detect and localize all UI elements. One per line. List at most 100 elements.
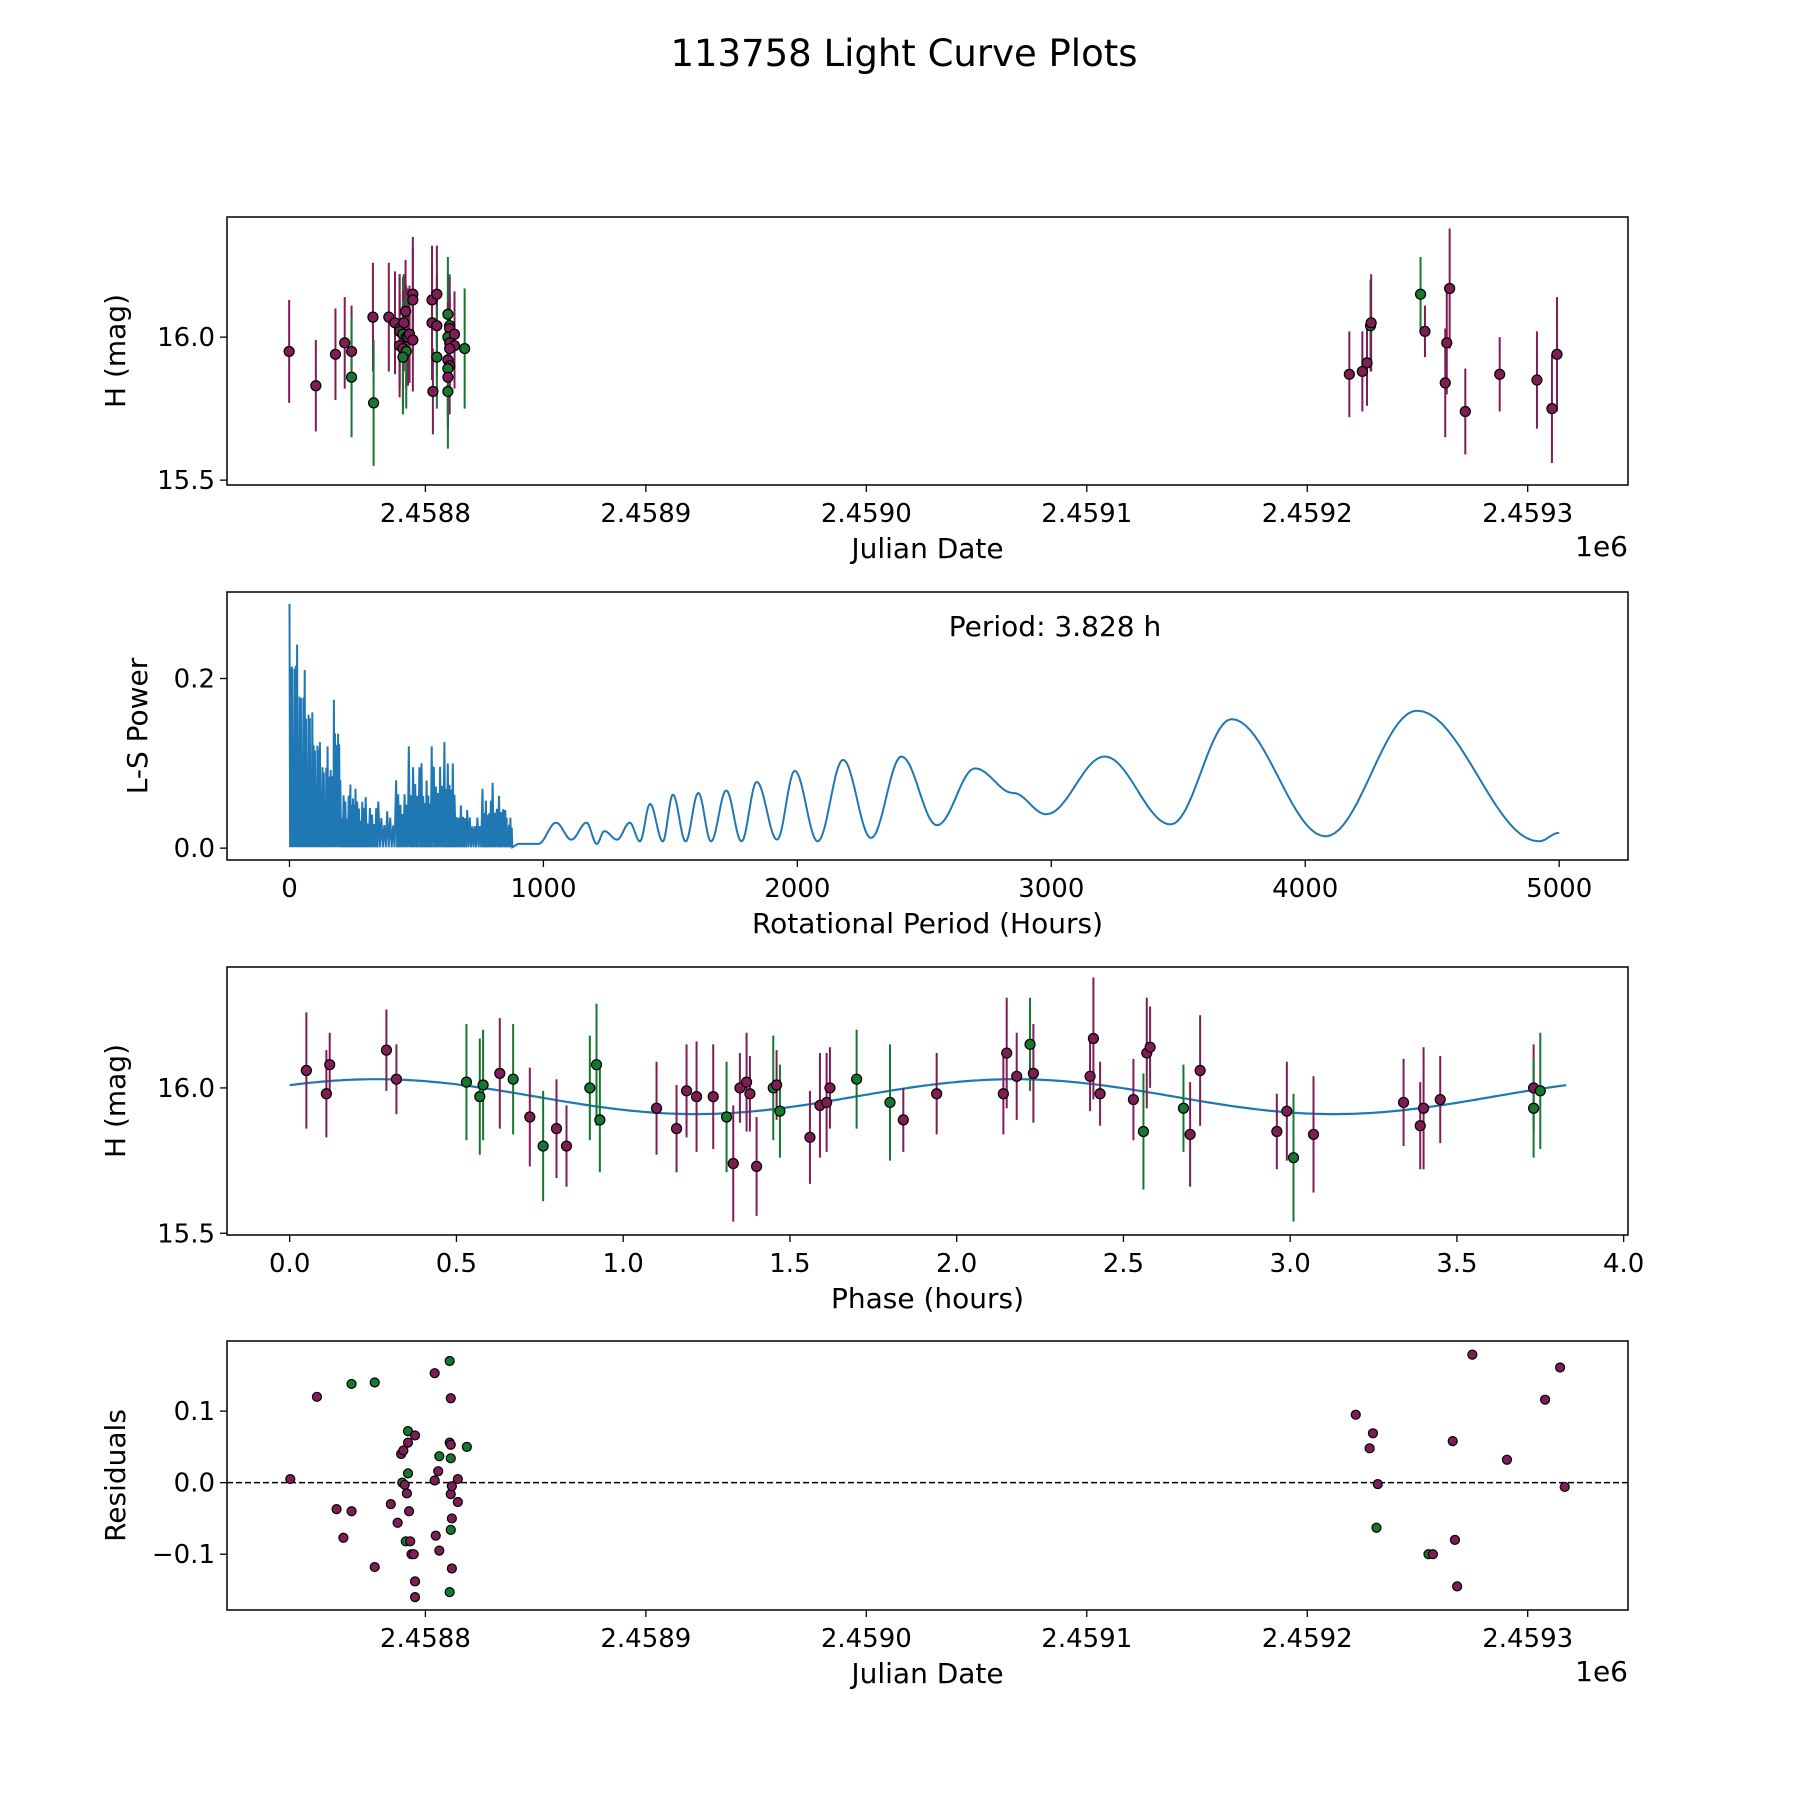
data-point: [1343, 368, 1355, 380]
data-point: [560, 1140, 573, 1152]
data-point: [1397, 1096, 1410, 1109]
residual-point: [401, 1488, 412, 1499]
panel-periodogram: Period: 3.828 h 0 1000 2000 3000 4000 5000 0.0 0…: [121, 591, 1629, 940]
x-tick-label: 2.4592: [1262, 1624, 1353, 1654]
data-point: [431, 351, 443, 363]
data-point: [1361, 357, 1373, 369]
y-tick-label: 0.0: [174, 1469, 215, 1499]
axes-frame: [226, 591, 1629, 861]
data-point: [1441, 337, 1453, 349]
x-tick-label: 4000: [1272, 874, 1338, 904]
data-point: [459, 342, 471, 355]
y-tick-label: 16.0: [157, 1074, 215, 1104]
residual-point: [409, 1576, 421, 1587]
x-tick-label: 1.5: [769, 1249, 810, 1279]
data-point: [444, 342, 456, 355]
data-point: [407, 334, 419, 346]
residual-point: [1372, 1478, 1383, 1490]
residual-point: [405, 1536, 416, 1547]
residual-point: [430, 1530, 441, 1541]
residual-point: [461, 1441, 472, 1452]
period-annotation: Period: 3.828 h: [949, 610, 1161, 643]
x-tick-label: 4.0: [1603, 1249, 1644, 1279]
residual-point: [444, 1587, 455, 1598]
data-point: [1127, 1093, 1140, 1106]
x-tick-label: 2.4588: [380, 499, 471, 529]
data-point: [590, 1059, 603, 1071]
residual-point: [398, 1445, 409, 1456]
x-tick-label: 2.4591: [1041, 499, 1132, 529]
residual-point: [452, 1496, 463, 1508]
residual-point: [408, 1549, 419, 1560]
residual-point: [402, 1468, 414, 1479]
data-point: [324, 1059, 336, 1071]
data-point: [1528, 1102, 1540, 1114]
y-tick-label: 0.1: [174, 1397, 215, 1427]
data-point: [1534, 1085, 1546, 1097]
data-point: [1024, 1038, 1036, 1050]
data-point: [1144, 1041, 1156, 1053]
residual-point: [403, 1506, 415, 1517]
y-axis-label: Residuals: [99, 1409, 132, 1542]
data-point: [1281, 1105, 1293, 1117]
data-point: [1137, 1125, 1150, 1138]
residual-point: [369, 1561, 380, 1573]
plot-area: [283, 228, 1563, 466]
data-point: [1414, 288, 1427, 300]
residual-point: [409, 1430, 421, 1441]
plot-area: [288, 603, 1560, 850]
residual-point: [1559, 1481, 1570, 1493]
x-offset-label: 1e6: [1575, 1655, 1628, 1688]
residual-point: [445, 1453, 456, 1464]
x-tick-label: 2.5: [1103, 1249, 1144, 1279]
data-point: [1414, 1120, 1426, 1132]
data-point: [1271, 1125, 1283, 1138]
data-point: [367, 311, 379, 323]
x-tick-label: 0: [281, 874, 298, 904]
data-point: [740, 1076, 753, 1088]
residual-point: [1371, 1522, 1382, 1533]
residual-point: [1350, 1409, 1361, 1420]
residual-point: [446, 1513, 457, 1524]
data-point: [1459, 405, 1471, 418]
data-point: [477, 1079, 489, 1091]
y-axis-label: H (mag): [99, 294, 132, 408]
axes-frame: [226, 966, 1629, 1236]
residual-point: [445, 1393, 456, 1404]
data-point: [650, 1102, 663, 1114]
x-tick-label: 0.5: [436, 1249, 477, 1279]
x-tick-label: 2.4592: [1262, 499, 1353, 529]
data-point: [431, 288, 443, 300]
residual-point: [1449, 1534, 1461, 1545]
data-point: [1419, 325, 1431, 338]
plot-area: [289, 977, 1567, 1222]
x-tick-label: 5000: [1526, 874, 1592, 904]
data-point: [1439, 377, 1451, 389]
data-point: [339, 337, 351, 349]
residual-point: [434, 1545, 445, 1556]
data-point: [707, 1091, 719, 1103]
data-point: [507, 1073, 519, 1085]
residual-point: [1364, 1443, 1375, 1454]
data-point: [884, 1096, 896, 1109]
data-point: [1094, 1088, 1106, 1100]
residual-point: [429, 1475, 440, 1486]
x-tick-label: 2.4588: [380, 1624, 471, 1654]
data-point: [494, 1067, 506, 1079]
x-tick-label: 1.0: [603, 1249, 644, 1279]
data-point: [397, 351, 409, 363]
data-point: [1184, 1128, 1196, 1141]
data-point: [460, 1076, 473, 1088]
data-point: [1444, 282, 1456, 295]
data-point: [524, 1111, 536, 1123]
data-point: [448, 328, 461, 340]
data-point: [680, 1085, 693, 1097]
data-point: [550, 1123, 563, 1135]
data-point: [1087, 1032, 1100, 1045]
data-point: [897, 1114, 909, 1126]
data-point: [1365, 317, 1377, 329]
data-point: [345, 345, 358, 358]
figure-title: 113758 Light Curve Plots: [670, 32, 1137, 75]
data-point: [1307, 1128, 1320, 1141]
residual-point: [369, 1377, 380, 1388]
